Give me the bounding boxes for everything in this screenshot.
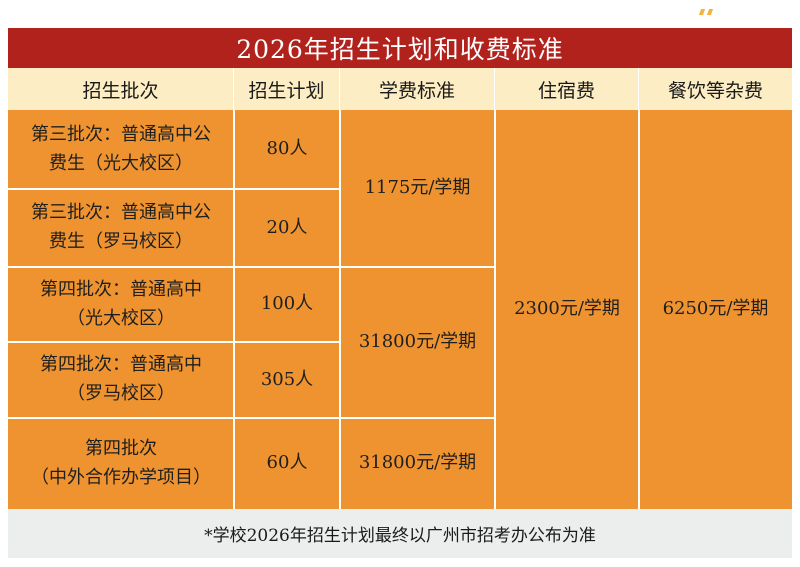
grid-line <box>494 110 496 509</box>
plan-cell: 80人 <box>234 110 340 189</box>
batch-cell: 第四批次 （中外合作办学项目） <box>8 418 234 509</box>
batch-line: 费生（光大校区） <box>31 150 211 179</box>
lodging-cell: 2300元/学期 <box>495 110 639 509</box>
batch-line: 第三批次：普通高中公 <box>31 199 211 228</box>
batch-cell: 第四批次：普通高中 （罗马校区） <box>8 342 234 418</box>
table-title: 2026年招生计划和收费标准 <box>8 28 792 68</box>
grid-line <box>233 110 235 509</box>
batch-line: （中外合作办学项目） <box>31 464 211 493</box>
batch-cell: 第三批次：普通高中公 费生（罗马校区） <box>8 189 234 267</box>
header-meals: 餐饮等杂费 <box>639 68 792 110</box>
header-tuition: 学费标准 <box>340 68 495 110</box>
footnote: *学校2026年招生计划最终以广州市招考办公布为准 <box>8 509 792 558</box>
tuition-cell: 31800元/学期 <box>340 267 495 418</box>
header-batch: 招生批次 <box>8 68 234 110</box>
batch-line: 第四批次：普通高中 <box>40 276 202 305</box>
corner-decoration <box>700 0 718 6</box>
tuition-cell: 31800元/学期 <box>340 418 495 509</box>
grid-line <box>8 341 340 343</box>
plan-cell: 305人 <box>234 342 340 418</box>
batch-line: 费生（罗马校区） <box>31 228 211 257</box>
batch-line: （光大校区） <box>40 305 202 334</box>
batch-line: 第三批次：普通高中公 <box>31 121 211 150</box>
meals-cell: 6250元/学期 <box>639 110 792 509</box>
plan-cell: 100人 <box>234 267 340 342</box>
grid-line <box>8 417 495 419</box>
header-lodging: 住宿费 <box>495 68 639 110</box>
batch-line: 第四批次：普通高中 <box>40 351 202 380</box>
grid-line <box>339 110 341 509</box>
plan-cell: 20人 <box>234 189 340 267</box>
batch-cell: 第四批次：普通高中 （光大校区） <box>8 267 234 342</box>
plan-cell: 60人 <box>234 418 340 509</box>
header-plan: 招生计划 <box>234 68 340 110</box>
tuition-cell: 1175元/学期 <box>340 110 495 267</box>
fee-table: 2026年招生计划和收费标准 招生批次 招生计划 学费标准 住宿费 餐饮等杂费 … <box>8 28 792 558</box>
batch-line: （罗马校区） <box>40 380 202 409</box>
grid-line <box>8 266 495 268</box>
grid-line <box>638 110 640 509</box>
batch-line: 第四批次 <box>31 435 211 464</box>
grid-line <box>8 188 340 190</box>
batch-cell: 第三批次：普通高中公 费生（光大校区） <box>8 110 234 189</box>
